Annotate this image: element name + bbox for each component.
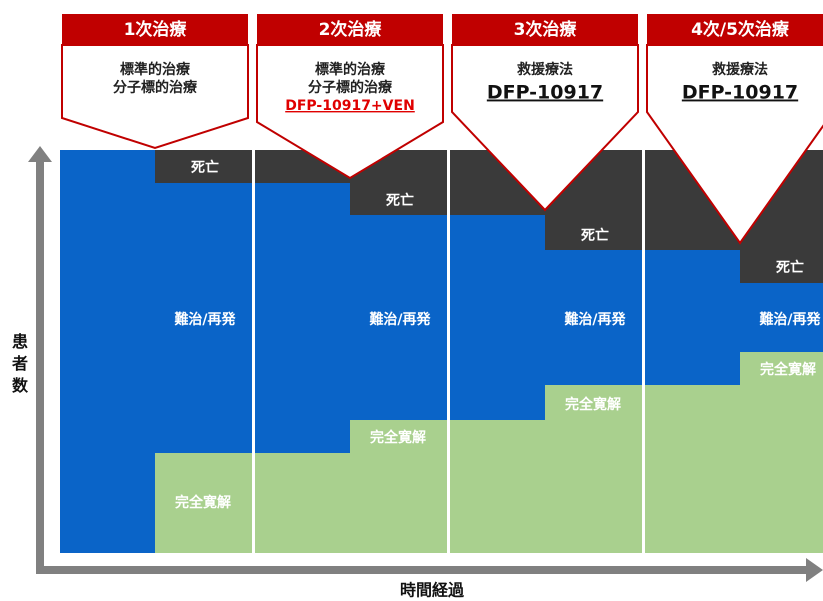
y-axis-label: 患者数: [11, 332, 29, 395]
headers: [62, 14, 823, 46]
column-header: 4次/5次治療: [691, 19, 790, 40]
treatment-line: 標準的治療: [120, 61, 191, 78]
death-label: 死亡: [580, 227, 609, 244]
x-axis-label: 時間経過: [400, 581, 465, 600]
remission-label: 完全寛解: [565, 396, 621, 413]
treatment-line: DFP-10917: [487, 82, 603, 104]
axes: [28, 146, 823, 582]
refractory-label: 難治/再発: [174, 311, 236, 328]
treatment-line: 救援療法: [517, 61, 573, 78]
refractory-label: 難治/再発: [564, 311, 626, 328]
treatment-line: DFP-10917+VEN: [285, 98, 415, 114]
treatment-line: 救援療法: [712, 61, 768, 78]
callouts: [61, 44, 823, 245]
column-header: 2次治療: [319, 19, 383, 40]
death-label: 死亡: [775, 259, 804, 276]
treatment-line: DFP-10917: [682, 82, 798, 104]
remission-label: 完全寛解: [760, 361, 816, 378]
remission-label: 完全寛解: [370, 429, 426, 446]
death-label: 死亡: [190, 159, 219, 176]
treatment-line: 標準的治療: [315, 61, 386, 78]
column-header: 1次治療: [124, 19, 188, 40]
remission-label: 完全寛解: [175, 494, 231, 511]
refractory-label: 難治/再発: [759, 311, 821, 328]
chart-areas: [60, 150, 823, 553]
refractory-label: 難治/再発: [369, 311, 431, 328]
treatment-line: 分子標的治療: [113, 79, 198, 96]
column-header: 3次治療: [514, 19, 578, 40]
death-label: 死亡: [385, 192, 414, 209]
treatment-line: 分子標的治療: [308, 79, 393, 96]
